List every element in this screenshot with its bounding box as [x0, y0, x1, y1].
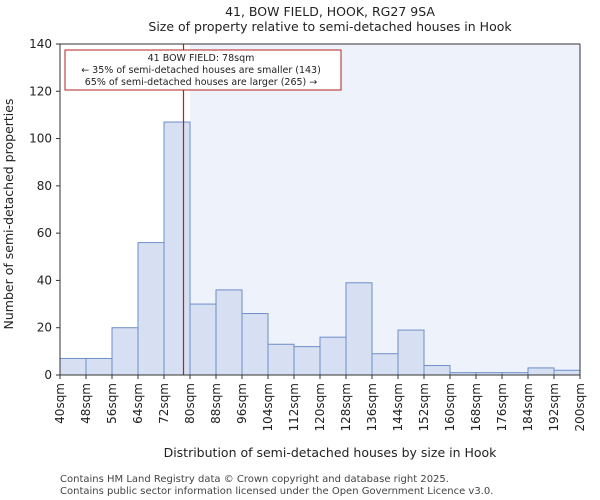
annotation-box: 41 BOW FIELD: 78sqm ← 35% of semi-detach…	[64, 49, 342, 91]
bar-72sqm	[163, 121, 191, 376]
x-tick-label: 152sqm	[417, 383, 431, 431]
bar-96sqm	[241, 313, 269, 376]
chart-subtitle: Size of property relative to semi-detach…	[148, 19, 512, 34]
x-tick-label: 72sqm	[157, 383, 171, 424]
y-tick-label: 140	[29, 37, 52, 51]
bar-40sqm	[59, 357, 87, 376]
y-tick-label: 0	[44, 368, 52, 382]
x-tick-label: 96sqm	[235, 383, 249, 424]
y-axis-label: Number of semi-detached properties	[1, 99, 16, 330]
x-tick-label: 144sqm	[391, 383, 405, 431]
x-tick-label: 48sqm	[79, 383, 93, 424]
y-tick-label: 20	[37, 321, 52, 335]
bar-136sqm	[371, 353, 399, 376]
y-tick-label: 40	[37, 273, 52, 287]
x-axis-label: Distribution of semi-detached houses by …	[164, 445, 498, 460]
x-tick-label: 56sqm	[105, 383, 119, 424]
x-tick-label: 40sqm	[53, 383, 67, 424]
x-tick-label: 176sqm	[495, 383, 509, 431]
bar-104sqm	[267, 343, 295, 376]
bar-120sqm	[319, 336, 347, 376]
x-tick-label: 136sqm	[365, 383, 379, 431]
y-tick-label: 120	[29, 84, 52, 98]
y-tick-label: 80	[37, 179, 52, 193]
x-tick-label: 104sqm	[261, 383, 275, 431]
bar-56sqm	[111, 327, 139, 376]
bar-64sqm	[137, 242, 165, 376]
x-ticks: 40sqm 48sqm 56sqm 64sqm 72sqm 80sqm 88sqm 96sqm…	[53, 375, 587, 431]
y-tick-label: 100	[29, 132, 52, 146]
bar-152sqm	[423, 365, 451, 376]
x-tick-label: 80sqm	[183, 383, 197, 424]
bar-128sqm	[345, 282, 373, 376]
bar-112sqm	[293, 346, 321, 376]
bar-80sqm	[189, 303, 217, 376]
x-tick-label: 160sqm	[443, 383, 457, 431]
x-tick-label: 64sqm	[131, 383, 145, 424]
annotation-line-2: ← 35% of semi-detached houses are smalle…	[81, 65, 321, 76]
footer-line-1: Contains HM Land Registry data © Crown c…	[60, 474, 449, 485]
annotation-frame	[64, 49, 342, 91]
y-tick-label: 60	[37, 226, 52, 240]
bar-184sqm	[527, 367, 555, 376]
bars	[59, 121, 581, 376]
x-tick-label: 120sqm	[313, 383, 327, 431]
x-tick-label: 184sqm	[521, 383, 535, 431]
x-tick-label: 128sqm	[339, 383, 353, 431]
x-tick-label: 200sqm	[573, 383, 587, 431]
x-tick-label: 168sqm	[469, 383, 483, 431]
x-tick-label: 192sqm	[547, 383, 561, 431]
x-tick-label: 112sqm	[287, 383, 301, 431]
footer-line-2: Contains public sector information licen…	[60, 486, 493, 497]
bar-192sqm	[553, 369, 581, 376]
x-tick-label: 88sqm	[209, 383, 223, 424]
annotation-line-3: 65% of semi-detached houses are larger (…	[85, 77, 318, 88]
bar-48sqm	[85, 357, 113, 376]
bar-88sqm	[215, 289, 243, 376]
annotation-line-1: 41 BOW FIELD: 78sqm	[148, 53, 255, 64]
chart-title: 41, BOW FIELD, HOOK, RG27 9SA	[225, 4, 435, 19]
y-ticks: 0 20 40 60 80 100 120 140	[29, 37, 60, 382]
bar-144sqm	[397, 329, 425, 376]
